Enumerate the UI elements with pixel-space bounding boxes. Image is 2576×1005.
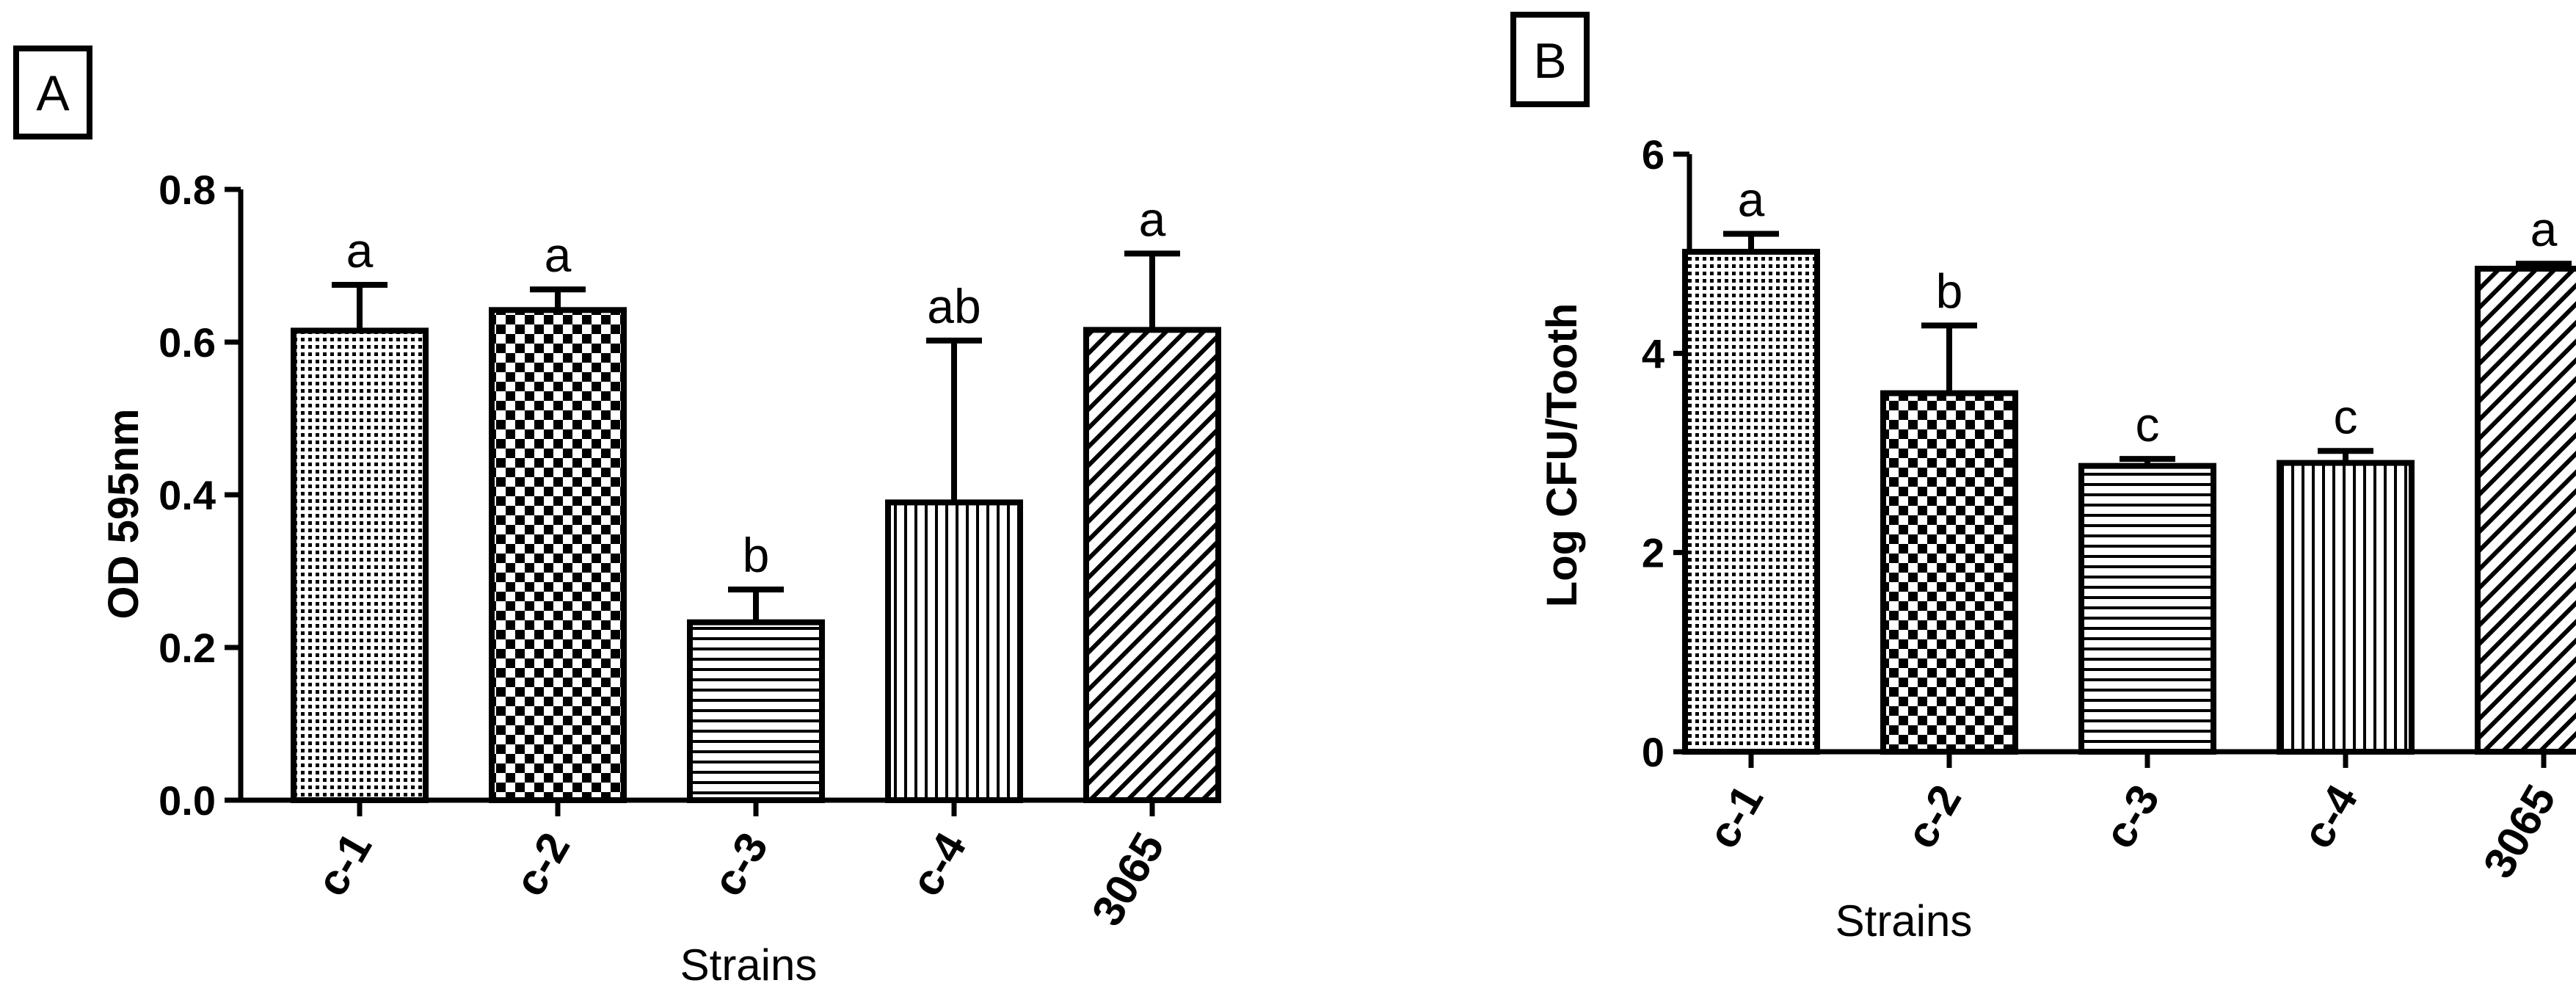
- panel-b-bar-c-3: [2078, 462, 2216, 755]
- panel-b: B Log CFU/Tooth Strains 0 2 4 6 c-1 a c-2 b c-3 c…: [1510, 12, 2576, 946]
- panel-a-x-axis-title: Strains: [680, 940, 818, 990]
- panel-b-significance-label: b: [1936, 264, 1963, 318]
- panel-b-category-label: c-2: [1896, 777, 1971, 857]
- panel-b-bar-c-2: [1880, 390, 2018, 755]
- panel-a-significance-label: a: [545, 228, 572, 282]
- panel-a-y-tick-label: 0.6: [159, 319, 216, 366]
- panel-a-y-axis-title: OD 595nm: [100, 409, 148, 620]
- panel-b-label-box: [1510, 12, 1590, 107]
- panel-b-y-tick-label: 4: [1642, 330, 1664, 377]
- panel-b-category-label: c-3: [2095, 777, 2169, 857]
- panel-a-significance-label: a: [346, 223, 374, 277]
- panel-a-category-label: c-1: [307, 824, 381, 904]
- panel-b-category-label: 3065: [2473, 777, 2565, 886]
- panel-b-y-tick-label: 2: [1642, 530, 1664, 576]
- panel-a-plot: 0.0 0.2 0.4 0.6 0.8 c-1 a c-2 a c-3 b c-4 ab 3065 a: [159, 167, 1221, 934]
- panel-b-category-label: c-1: [1698, 777, 1772, 857]
- panel-a-category-label: c-3: [703, 824, 777, 904]
- panel-b-category-label: c-4: [2293, 776, 2368, 856]
- panel-a-bar-c-1: [291, 327, 429, 803]
- panel-a-y-tick-label: 0.2: [159, 625, 216, 671]
- panel-a: A OD 595nm Strains 0.0 0.2 0.4 0.6 0.8 c-1 a c-…: [13, 46, 1221, 990]
- panel-b-significance-label: a: [2530, 202, 2558, 256]
- panel-a-bar-3065: [1083, 327, 1221, 803]
- panel-b-bar-3065: [2475, 266, 2576, 755]
- panel-b-x-axis-title: Strains: [1835, 896, 1973, 946]
- panel-b-bar-c-1: [1682, 248, 1820, 755]
- panel-a-significance-label: a: [1139, 192, 1166, 246]
- panel-b-y-axis-title: Log CFU/Tooth: [1538, 303, 1586, 607]
- panel-b-bar-c-4: [2277, 460, 2415, 755]
- panel-a-y-tick-label: 0.0: [159, 777, 216, 824]
- panel-a-category-label: c-4: [901, 824, 976, 904]
- panel-a-significance-label: b: [743, 528, 770, 582]
- panel-b-significance-label: c: [2334, 389, 2358, 443]
- panel-b-label: B: [1533, 33, 1566, 89]
- panel-a-bar-c-3: [687, 619, 825, 803]
- panel-a-y-tick-label: 0.8: [159, 167, 216, 213]
- panel-b-plot: 0 2 4 6 c-1 a c-2 b c-3 c c-4 c 3065 a: [1642, 131, 2576, 886]
- panel-b-significance-label: c: [2136, 397, 2160, 451]
- panel-a-bar-c-2: [489, 307, 627, 803]
- panel-a-label: A: [36, 65, 70, 121]
- panel-a-category-label: c-2: [505, 824, 579, 904]
- panel-a-bar-c-4: [885, 499, 1023, 804]
- panel-a-y-tick-label: 0.4: [159, 472, 216, 518]
- panel-a-label-box: [13, 46, 92, 139]
- panel-b-y-tick-label: 0: [1642, 729, 1664, 775]
- panel-a-category-label: 3065: [1082, 824, 1174, 934]
- panel-a-significance-label: ab: [927, 279, 980, 333]
- panel-b-y-tick-label: 6: [1642, 131, 1664, 178]
- panel-b-significance-label: a: [1738, 173, 1765, 227]
